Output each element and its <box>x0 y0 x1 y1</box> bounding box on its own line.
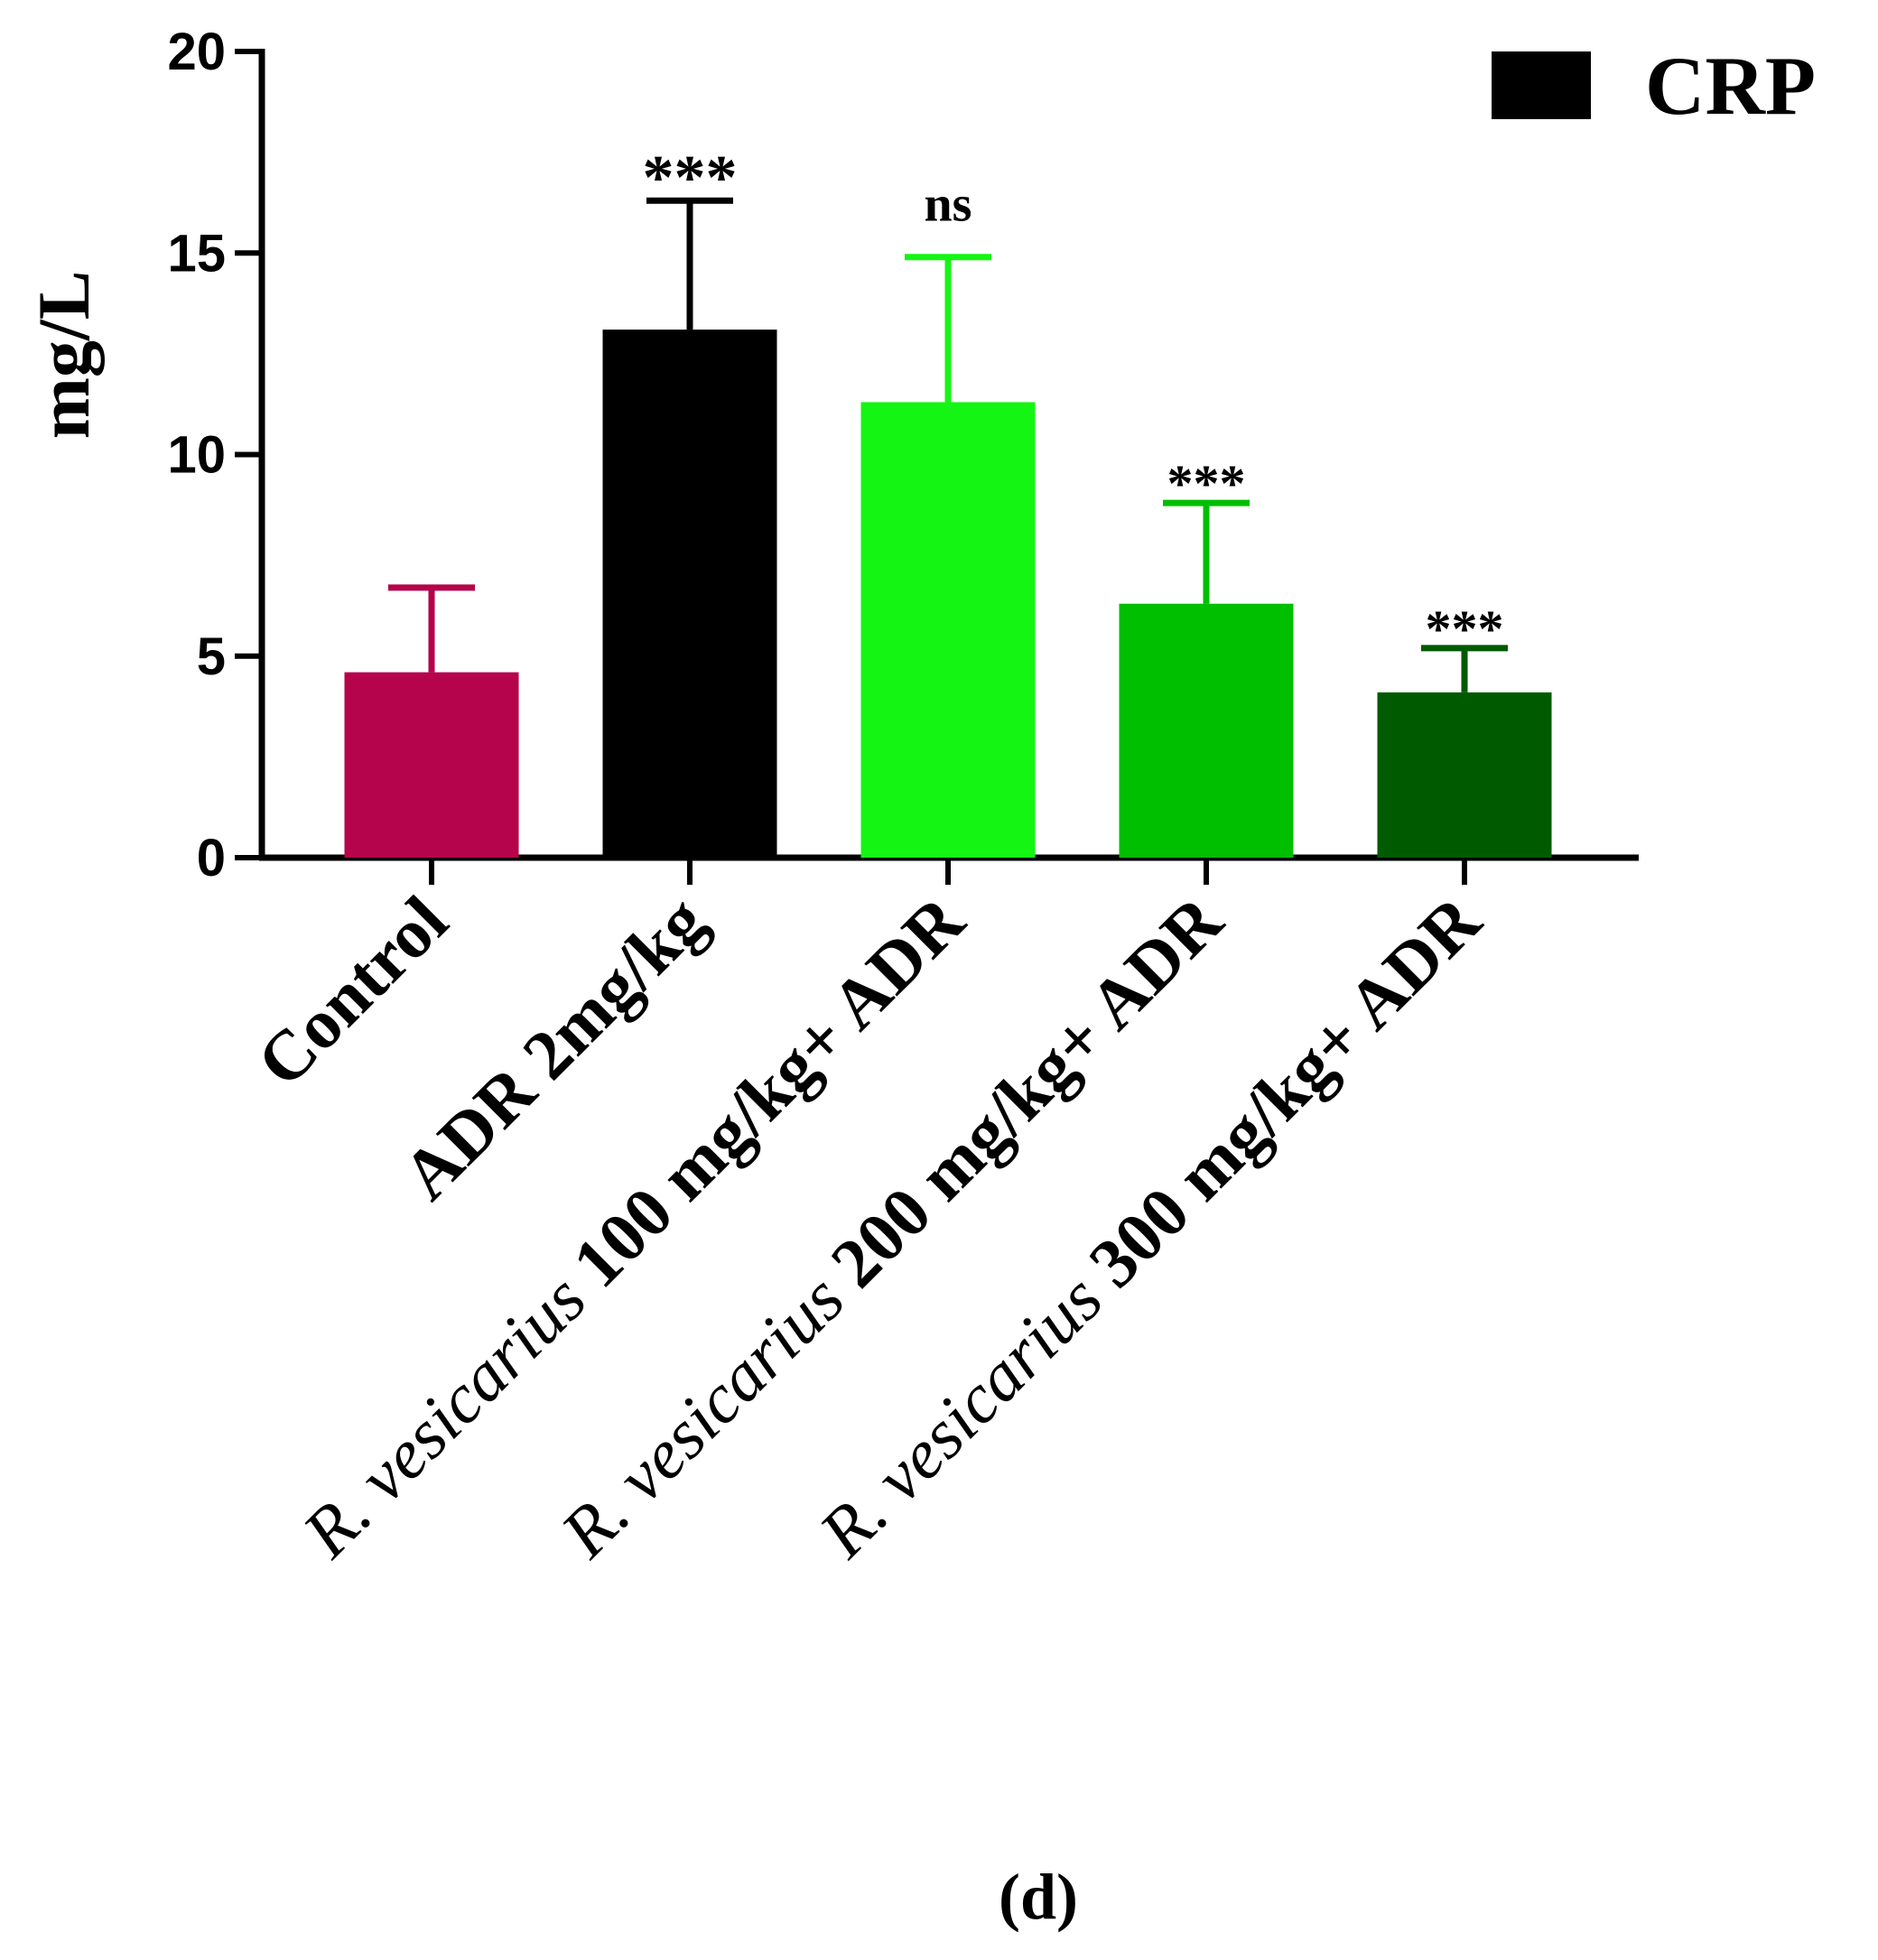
y-tick-label: 20 <box>167 23 226 81</box>
panel-label: (d) <box>999 1861 1078 1933</box>
y-tick-label: 10 <box>167 426 226 485</box>
bar <box>1377 692 1552 858</box>
x-tick-label-text: Control <box>242 881 462 1101</box>
error-bars <box>388 197 1508 692</box>
significance-label: *** <box>1167 454 1246 513</box>
x-tick-label-species: R. vesicarius <box>287 1259 600 1573</box>
y-ticks: 0 5 10 15 20 <box>167 23 262 887</box>
significance-label: *** <box>1426 599 1504 658</box>
bar <box>1119 603 1294 858</box>
y-tick-label: 5 <box>197 627 226 686</box>
bar <box>860 402 1036 858</box>
significance-labels: *** ns *** *** <box>643 144 1504 658</box>
y-tick-label: 0 <box>197 829 226 887</box>
bar <box>344 672 519 858</box>
legend-label-crp: CRP <box>1645 40 1816 132</box>
legend: CRP <box>1492 40 1816 132</box>
significance-label: ns <box>925 177 972 233</box>
x-tick-label: Control <box>242 881 462 1101</box>
y-axis-label: mg/L <box>23 271 105 440</box>
significance-label: *** <box>643 144 738 213</box>
bar <box>602 330 777 859</box>
bars <box>344 330 1552 859</box>
y-tick-label: 15 <box>167 224 226 283</box>
legend-swatch-crp <box>1492 51 1591 119</box>
